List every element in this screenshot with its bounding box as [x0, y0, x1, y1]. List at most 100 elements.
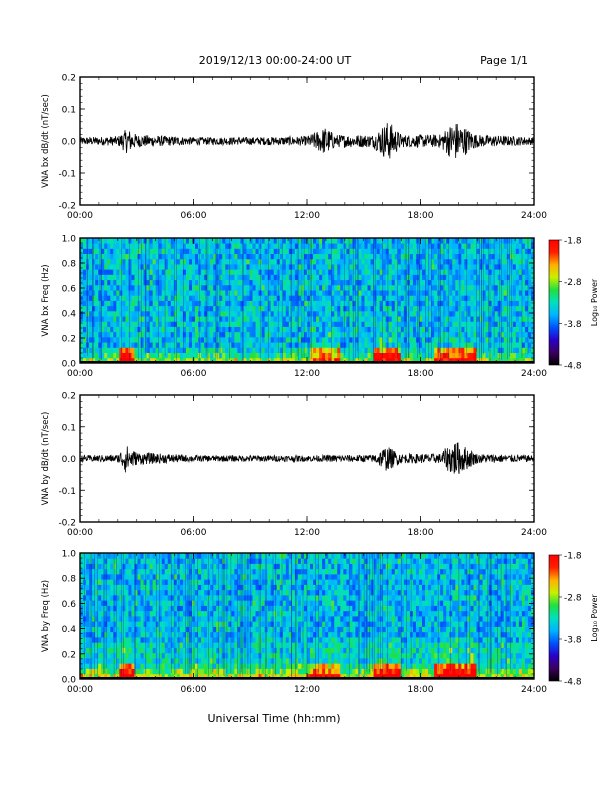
- spectrogram-cell: [107, 563, 111, 570]
- spectrogram-cell: [158, 264, 163, 270]
- spectrogram-cell: [261, 336, 266, 343]
- spectrogram-cell: [418, 248, 423, 255]
- spectrogram-cell: [303, 248, 308, 255]
- spectrogram-cell: [461, 295, 465, 301]
- spectrogram-cell: [485, 342, 489, 348]
- spectrogram-cell: [288, 248, 293, 255]
- spectrogram-cell: [412, 258, 417, 265]
- spectrogram-cell: [146, 663, 151, 669]
- spectrogram-cell: [267, 305, 272, 312]
- spectrogram-cell: [179, 253, 184, 260]
- spectrogram-cell: [210, 258, 214, 265]
- spectrogram-cell: [185, 300, 190, 307]
- spectrogram-cell: [116, 295, 120, 301]
- spectrogram-cell: [137, 652, 141, 659]
- spectrogram-cell: [297, 264, 302, 270]
- spectrogram-cell: [207, 269, 211, 275]
- spectrogram-cell: [191, 621, 196, 627]
- spectrogram-cell: [449, 253, 453, 260]
- spectrogram-cell: [228, 279, 232, 286]
- spectrogram-cell: [328, 258, 332, 265]
- spectrogram-cell: [316, 274, 320, 281]
- spectrogram-cell: [185, 610, 190, 617]
- spectrogram-cell: [518, 357, 523, 364]
- spectrogram-cell: [113, 589, 117, 596]
- spectrogram-cell: [185, 290, 190, 296]
- spectrogram-cell: [122, 347, 126, 353]
- spectrogram-cell: [95, 357, 99, 364]
- waveform-line: [79, 442, 535, 474]
- panel-1: 0.20.10.0-0.1-0.200:00 06:00 12:00 18:00 24:…: [41, 74, 547, 222]
- spectrogram-cell: [515, 342, 520, 348]
- spectrogram-cell: [403, 279, 408, 286]
- spectrogram-cell: [234, 300, 238, 307]
- spectrogram-cell: [391, 290, 396, 296]
- spectrogram-cell: [125, 673, 129, 680]
- spectrogram-cell: [110, 316, 114, 322]
- spectrogram-cell: [167, 321, 172, 327]
- spectrogram-cell: [497, 331, 502, 338]
- spectrogram-cell: [107, 647, 111, 654]
- spectrogram-cell: [249, 243, 253, 249]
- spectrogram-cell: [179, 574, 184, 580]
- spectrogram-cell: [185, 568, 190, 575]
- spectrogram-cell: [264, 321, 269, 327]
- spectrogram-cell: [409, 357, 414, 364]
- spectrogram-cell: [337, 279, 341, 286]
- spectrogram-cell: [95, 243, 99, 249]
- spectrogram-cell: [198, 331, 202, 338]
- spectrogram-cell: [204, 274, 208, 281]
- spectrogram-cell: [491, 269, 496, 275]
- spectrogram-cell: [452, 248, 456, 255]
- spectrogram-cell: [491, 316, 496, 322]
- spectrogram-cell: [303, 300, 308, 307]
- spectrogram-cell: [285, 253, 290, 260]
- spectrogram-cell: [349, 310, 353, 317]
- spectrogram-cell: [397, 316, 402, 322]
- spectrogram-cell: [152, 269, 157, 275]
- spectrogram-cell: [370, 326, 374, 333]
- spectrogram-cell: [98, 668, 102, 675]
- spectrogram-cell: [243, 279, 247, 286]
- spectrogram-cell: [207, 300, 211, 307]
- spectrogram-cell: [422, 310, 426, 317]
- spectrogram-cell: [288, 357, 293, 364]
- spectrogram-cell: [325, 331, 329, 338]
- spectrogram-cell: [464, 258, 468, 265]
- spectrogram-cell: [527, 342, 532, 348]
- spectrogram-cell: [101, 553, 105, 559]
- spectrogram-cell: [497, 357, 502, 364]
- spectrogram-cell: [182, 295, 187, 301]
- spectrogram-cell: [497, 352, 502, 359]
- spectrogram-cell: [518, 300, 523, 307]
- spectrogram-cell: [116, 652, 120, 659]
- spectrogram-cell: [134, 326, 138, 333]
- spectrogram-cell: [107, 269, 111, 275]
- spectrogram-cell: [210, 342, 214, 348]
- spectrogram-cell: [443, 279, 447, 286]
- spectrogram-cell: [143, 284, 147, 291]
- spectrogram-cell: [122, 321, 126, 327]
- spectrogram-cell: [352, 305, 356, 312]
- spectrogram-cell: [270, 305, 275, 312]
- spectrogram-cell: [367, 321, 371, 327]
- spectrogram-cell: [343, 347, 347, 353]
- spectrogram-cell: [343, 269, 347, 275]
- spectrogram-cell: [185, 347, 190, 353]
- spectrogram-cell: [176, 553, 181, 559]
- spectrogram-cell: [530, 336, 535, 343]
- spectrogram-cell: [225, 316, 229, 322]
- spectrogram-cell: [167, 248, 172, 255]
- spectrogram-cell: [261, 284, 266, 291]
- spectrogram-cell: [397, 326, 402, 333]
- y-tick-label: 0.1: [62, 106, 76, 116]
- spectrogram-cell: [167, 357, 172, 364]
- spectrogram-cell: [149, 574, 154, 580]
- spectrogram-cell: [470, 326, 474, 333]
- spectrogram-cell: [161, 637, 166, 643]
- spectrogram-cell: [113, 357, 117, 364]
- spectrogram-cell: [422, 284, 426, 291]
- spectrogram-cell: [506, 258, 511, 265]
- spectrogram-cell: [101, 579, 105, 585]
- spectrogram-cell: [158, 642, 163, 648]
